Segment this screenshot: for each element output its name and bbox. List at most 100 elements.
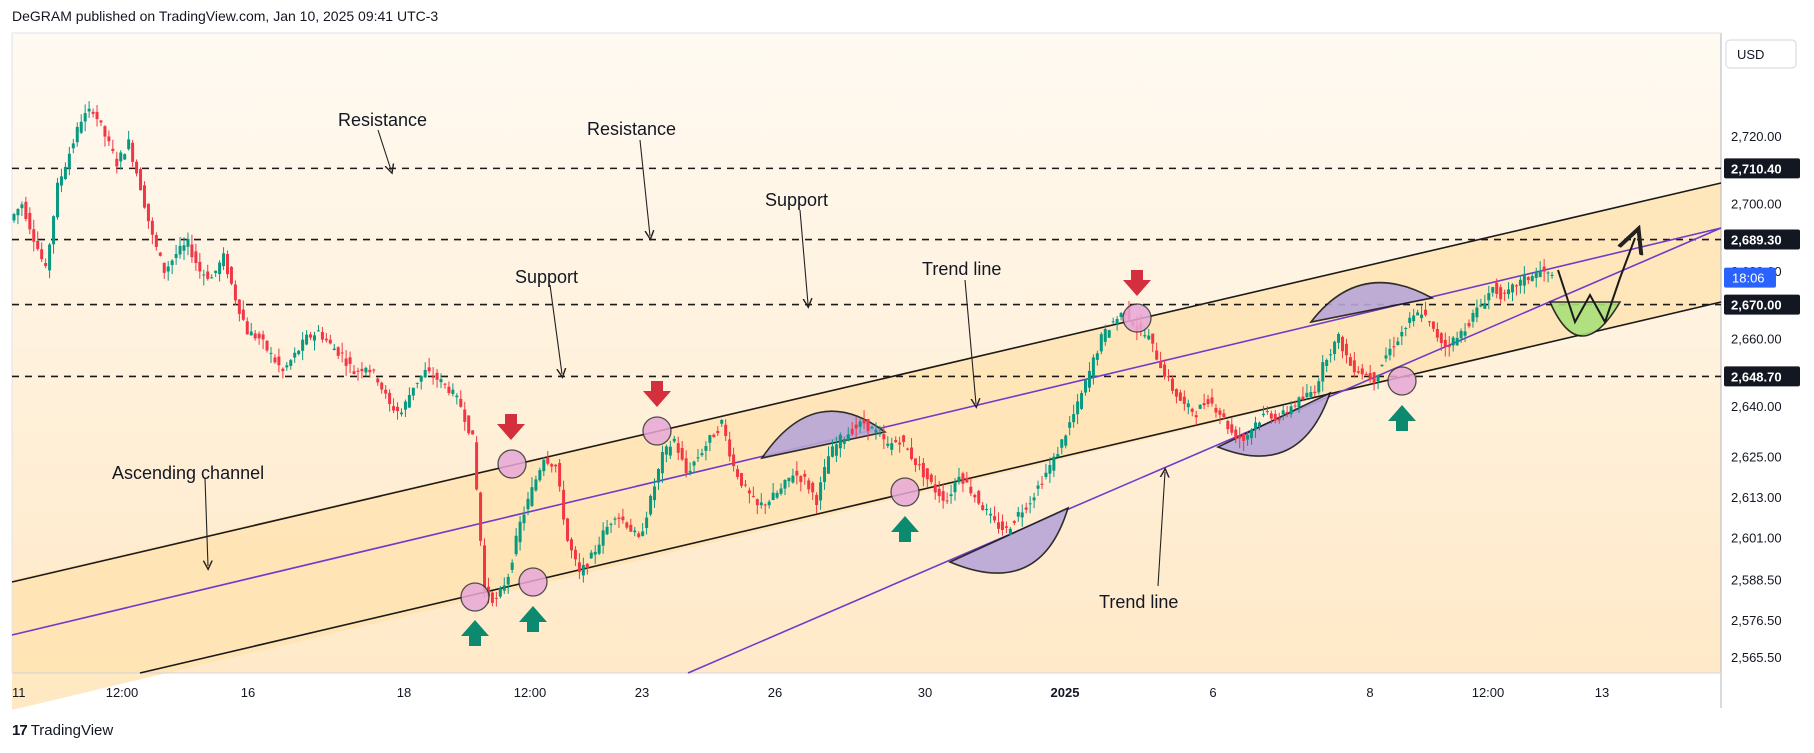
candle-body	[316, 330, 320, 332]
candle-body	[799, 476, 803, 483]
candle-body	[1522, 275, 1526, 286]
candle-body	[447, 386, 451, 394]
candle-body	[593, 551, 597, 555]
annotation-ascending-channel: Ascending channel	[112, 463, 264, 483]
candle-body	[1174, 389, 1178, 397]
candle-body	[1190, 408, 1194, 412]
candle-body	[1372, 372, 1376, 384]
candle-body	[154, 234, 158, 247]
pivot-circle	[518, 567, 548, 597]
candle-body	[562, 489, 566, 520]
candle-body	[285, 365, 289, 368]
candle-body	[1538, 270, 1542, 278]
candle-body	[1329, 354, 1333, 356]
candle-body	[1198, 404, 1202, 409]
up-arrow-icon	[519, 606, 547, 632]
candle-body	[1226, 420, 1230, 430]
down-arrow-icon	[643, 381, 671, 407]
annotation-trend-line-1: Trend line	[922, 259, 1001, 279]
candle-body	[522, 514, 526, 524]
tradingview-footer[interactable]: 17 TradingView	[12, 722, 113, 739]
candle-body	[700, 453, 704, 456]
candle-body	[281, 368, 285, 372]
candle-body	[1186, 403, 1190, 408]
candle-body	[237, 299, 241, 314]
candle-body	[775, 493, 779, 498]
candle-body	[937, 488, 941, 497]
candle-body	[823, 467, 827, 483]
candle-body	[1250, 429, 1254, 439]
candle-body	[1143, 335, 1147, 337]
price-axis[interactable]: 2,710.40 2,689.30 2,670.00 2,648.70 2,720.00…	[1724, 129, 1800, 665]
candle-body	[613, 518, 617, 520]
candle-body	[312, 335, 316, 341]
candle-body	[546, 457, 550, 464]
candle-body	[518, 521, 522, 543]
candle-body	[1080, 393, 1084, 409]
candle-body	[688, 470, 692, 473]
candle-body	[747, 490, 751, 494]
candle-body	[427, 367, 431, 372]
candles[interactable]	[12, 101, 1554, 607]
candle-body	[961, 473, 965, 484]
candle-body	[1313, 391, 1317, 394]
candle-body	[1091, 357, 1095, 377]
candle-body	[1408, 317, 1412, 323]
candle-body	[585, 563, 589, 569]
candle-body	[1293, 405, 1297, 407]
candle-body	[71, 143, 75, 149]
candle-body	[1526, 277, 1530, 281]
candle-body	[779, 488, 783, 494]
candle-body	[1356, 371, 1360, 373]
candle-body	[771, 492, 775, 501]
candle-body	[344, 358, 348, 366]
candle-body	[131, 142, 135, 162]
candle-body	[1242, 434, 1246, 441]
pivot-circle	[1387, 366, 1417, 396]
projection-path	[1557, 238, 1635, 325]
candle-body	[1487, 293, 1491, 301]
candle-body	[340, 352, 344, 354]
candle-body	[1400, 331, 1404, 337]
arc-zone-3	[1216, 391, 1332, 457]
candle-body	[1147, 335, 1151, 340]
candle-body	[1495, 282, 1499, 294]
candle-body	[1159, 361, 1163, 369]
candle-body	[878, 433, 882, 435]
price-tick-label: 2,588.50	[1731, 572, 1782, 587]
candle-body	[1483, 303, 1487, 309]
currency-box[interactable]	[1725, 39, 1797, 69]
candle-body	[332, 348, 336, 351]
time-tick-label: 12:00	[514, 685, 547, 700]
channel-upper-line	[11, 182, 1722, 583]
candle-body	[407, 395, 411, 408]
candle-body	[569, 539, 573, 551]
candle-body	[63, 166, 67, 180]
currency-label: USD	[1737, 47, 1764, 62]
candle-body	[1388, 348, 1392, 356]
candle-body	[142, 185, 146, 208]
candle-body	[1424, 309, 1428, 316]
candle-body	[724, 424, 728, 437]
candle-body	[830, 446, 834, 457]
time-tick-label: 8	[1366, 685, 1373, 700]
candle-body	[257, 333, 261, 339]
candle-body	[1459, 330, 1463, 339]
candle-body	[573, 549, 577, 560]
time-tick-label: 12:00	[106, 685, 139, 700]
candle-body	[376, 378, 380, 383]
candle-body	[672, 438, 676, 442]
time-tick-label: 23	[635, 685, 649, 700]
candle-body	[1530, 276, 1534, 282]
candle-body	[475, 442, 479, 490]
candle-body	[819, 482, 823, 501]
time-axis[interactable]: 11 12:00 16 18 12:00 23 26 30 2025 6 8 12:00 13	[12, 685, 1609, 700]
candle-body	[1261, 413, 1265, 416]
candle-body	[1325, 360, 1329, 367]
candle-body	[1439, 333, 1443, 344]
candle-body	[514, 535, 518, 555]
candle-body	[949, 494, 953, 497]
candle-body	[166, 266, 170, 272]
candle-body	[186, 238, 190, 247]
